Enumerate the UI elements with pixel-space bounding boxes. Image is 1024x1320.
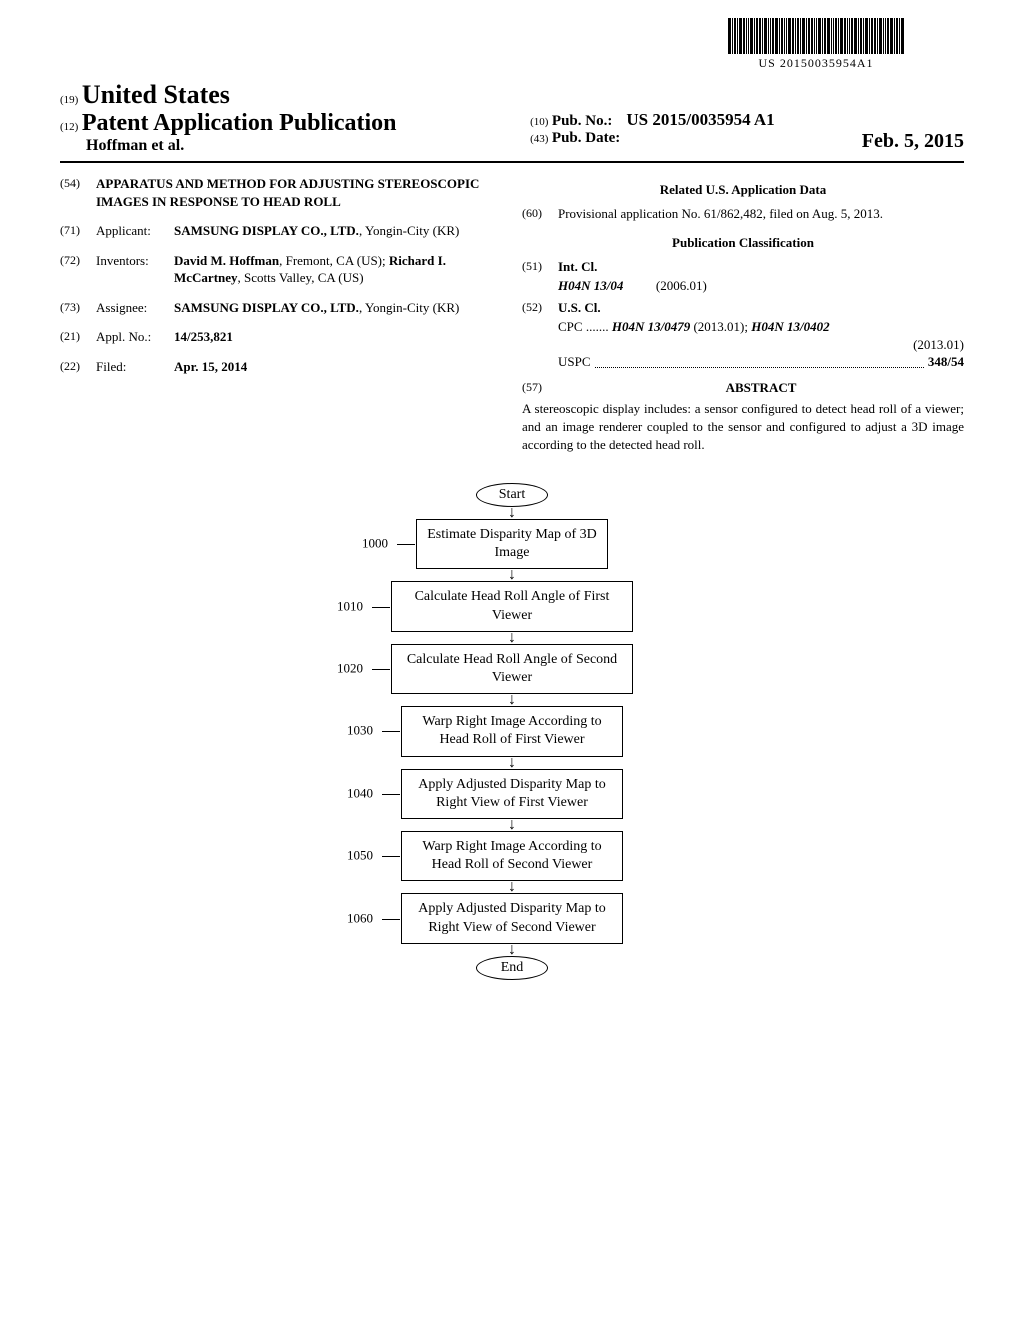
flowchart: Start ↓ Estimate Disparity Map of 3D Ima… bbox=[312, 483, 712, 980]
assignee-name: SAMSUNG DISPLAY CO., LTD. bbox=[174, 300, 359, 315]
left-column: (54) APPARATUS AND METHOD FOR ADJUSTING … bbox=[60, 175, 502, 453]
country-name: United States bbox=[82, 80, 230, 109]
flowchart-arrow-icon: ↓ bbox=[312, 508, 712, 518]
flowchart-step: Estimate Disparity Map of 3D Image1000 bbox=[416, 519, 608, 569]
flowchart-step: Apply Adjusted Disparity Map to Right Vi… bbox=[401, 769, 623, 819]
flowchart-label-line bbox=[397, 544, 415, 545]
flowchart-arrow-icon: ↓ bbox=[312, 882, 712, 892]
flowchart-label-line bbox=[382, 731, 400, 732]
flowchart-step: Calculate Head Roll Angle of Second View… bbox=[391, 644, 633, 694]
barcode-number: US 20150035954A1 bbox=[728, 56, 904, 71]
flowchart-step: Warp Right Image According to Head Roll … bbox=[401, 706, 623, 756]
cpc-dots: ....... bbox=[586, 319, 609, 334]
intcl-year: (2006.01) bbox=[656, 278, 707, 293]
applicant-label: Applicant: bbox=[96, 222, 174, 240]
cpc-label: CPC bbox=[558, 319, 583, 334]
pub-date: Feb. 5, 2015 bbox=[862, 130, 964, 153]
pub-no-label: Pub. No.: bbox=[552, 113, 612, 129]
flowchart-step-ref: 1020 bbox=[337, 661, 363, 678]
uscl-code: (52) bbox=[522, 299, 558, 317]
related-code: (60) bbox=[522, 205, 558, 223]
pub-type: Patent Application Publication bbox=[82, 110, 397, 136]
applicant-code: (71) bbox=[60, 222, 96, 240]
country-code: (19) bbox=[60, 94, 78, 106]
assignee-label: Assignee: bbox=[96, 299, 174, 317]
flowchart-arrow-icon: ↓ bbox=[312, 758, 712, 768]
flowchart-step-ref: 1040 bbox=[347, 785, 373, 802]
cpc-val1-year: (2013.01); bbox=[690, 319, 751, 334]
intcl-code: (51) bbox=[522, 258, 558, 276]
abstract-heading: ABSTRACT bbox=[558, 379, 964, 397]
flowchart-step: Warp Right Image According to Head Roll … bbox=[401, 831, 623, 881]
appl-no-label: Appl. No.: bbox=[96, 328, 174, 346]
pub-date-code: (43) bbox=[530, 133, 548, 145]
title-code: (54) bbox=[60, 175, 96, 210]
applicant-name: SAMSUNG DISPLAY CO., LTD. bbox=[174, 223, 359, 238]
pub-no-code: (10) bbox=[530, 116, 548, 128]
intcl-label: Int. Cl. bbox=[558, 258, 964, 276]
pub-type-code: (12) bbox=[60, 121, 78, 133]
flowchart-label-line bbox=[382, 856, 400, 857]
patent-page: US 20150035954A1 (19) United States (12)… bbox=[0, 0, 1024, 1320]
inventor-2-loc: , Scotts Valley, CA (US) bbox=[238, 270, 364, 285]
assignee-code: (73) bbox=[60, 299, 96, 317]
inventor-1: David M. Hoffman bbox=[174, 253, 279, 268]
flowchart-end: End bbox=[476, 956, 548, 980]
flowchart-step-ref: 1060 bbox=[347, 910, 373, 927]
uspc-dots bbox=[595, 367, 924, 368]
bibliographic-section: (54) APPARATUS AND METHOD FOR ADJUSTING … bbox=[60, 175, 964, 453]
flowchart-step: Apply Adjusted Disparity Map to Right Vi… bbox=[401, 893, 623, 943]
related-heading: Related U.S. Application Data bbox=[522, 181, 964, 199]
flowchart-arrow-icon: ↓ bbox=[312, 945, 712, 955]
abstract-text: A stereoscopic display includes: a senso… bbox=[522, 400, 964, 453]
authors: Hoffman et al. bbox=[86, 137, 184, 154]
flowchart-arrow-icon: ↓ bbox=[312, 570, 712, 580]
flowchart-label-line bbox=[372, 607, 390, 608]
cpc-val2-year: (2013.01) bbox=[913, 337, 964, 352]
flowchart-label-line bbox=[382, 919, 400, 920]
flowchart-arrow-icon: ↓ bbox=[312, 633, 712, 643]
flowchart-label-line bbox=[382, 794, 400, 795]
flowchart-label-line bbox=[372, 669, 390, 670]
abstract-code: (57) bbox=[522, 379, 558, 397]
uscl-label: U.S. Cl. bbox=[558, 299, 964, 317]
invention-title: APPARATUS AND METHOD FOR ADJUSTING STERE… bbox=[96, 175, 502, 210]
pub-no: US 2015/0035954 A1 bbox=[626, 110, 774, 129]
filed-date: Apr. 15, 2014 bbox=[174, 358, 502, 376]
divider-line bbox=[60, 161, 964, 163]
inventor-1-loc: , Fremont, CA (US); bbox=[279, 253, 389, 268]
flowchart-step-ref: 1050 bbox=[347, 848, 373, 865]
right-column: Related U.S. Application Data (60) Provi… bbox=[522, 175, 964, 453]
flowchart-step: Calculate Head Roll Angle of First Viewe… bbox=[391, 581, 633, 631]
cpc-val2: H04N 13/0402 bbox=[751, 319, 829, 334]
intcl-value: H04N 13/04 bbox=[558, 278, 623, 293]
flowchart-step-ref: 1010 bbox=[337, 598, 363, 615]
appl-no-code: (21) bbox=[60, 328, 96, 346]
header: (19) United States (12) Patent Applicati… bbox=[60, 80, 964, 155]
uspc-value: 348/54 bbox=[928, 353, 964, 371]
flowchart-arrow-icon: ↓ bbox=[312, 820, 712, 830]
pub-date-label: Pub. Date: bbox=[552, 130, 620, 146]
assignee-loc: , Yongin-City (KR) bbox=[359, 300, 459, 315]
flowchart-step-ref: 1030 bbox=[347, 723, 373, 740]
inventors-code: (72) bbox=[60, 252, 96, 287]
filed-code: (22) bbox=[60, 358, 96, 376]
classification-heading: Publication Classification bbox=[522, 234, 964, 252]
barcode-block: US 20150035954A1 bbox=[728, 18, 904, 71]
applicant-loc: , Yongin-City (KR) bbox=[359, 223, 459, 238]
flowchart-arrow-icon: ↓ bbox=[312, 695, 712, 705]
filed-label: Filed: bbox=[96, 358, 174, 376]
flowchart-step-ref: 1000 bbox=[362, 536, 388, 553]
cpc-val1: H04N 13/0479 bbox=[612, 319, 690, 334]
inventors-label: Inventors: bbox=[96, 252, 174, 287]
related-text: Provisional application No. 61/862,482, … bbox=[558, 205, 964, 223]
barcode-graphic bbox=[728, 18, 904, 54]
appl-no: 14/253,821 bbox=[174, 328, 502, 346]
uspc-label: USPC bbox=[558, 353, 591, 371]
